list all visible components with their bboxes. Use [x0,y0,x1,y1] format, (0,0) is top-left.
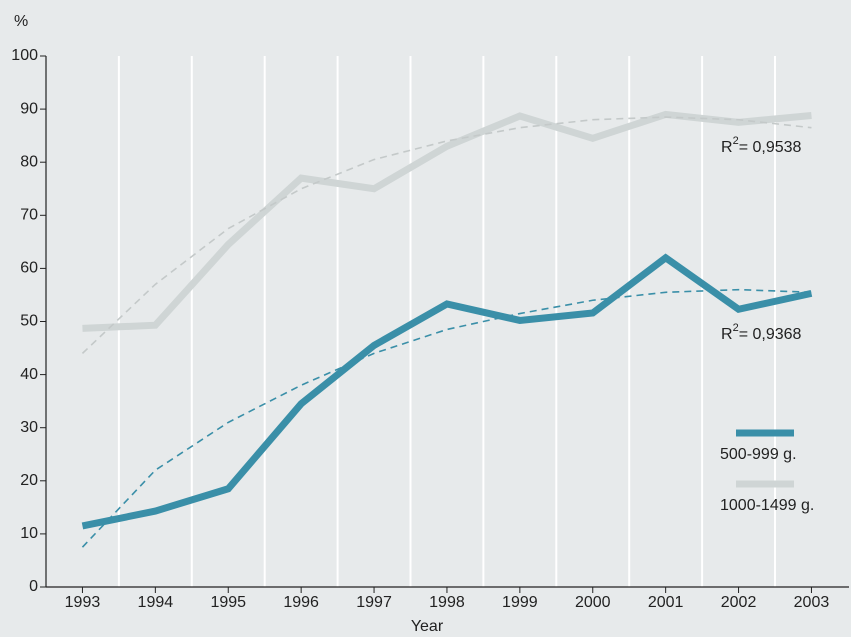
y-tick-label: 40 [20,366,38,383]
r2-label: R2= 0,9538 [721,135,802,156]
trend-line [81,116,812,354]
legend-label: 500-999 g. [720,446,797,463]
x-tick-label: 2001 [648,594,684,611]
x-axis-title: Year [411,618,444,635]
series-line [82,110,812,332]
x-tick-label: 2003 [794,594,830,611]
x-tick-label: 1994 [138,594,174,611]
trend-line [81,288,812,548]
x-tick-label: 1997 [356,594,392,611]
y-tick-label: 10 [20,525,38,542]
series-line [81,253,813,530]
y-tick-label: 0 [29,578,38,595]
r2-sup: 2 [733,135,739,147]
y-tick-label: 60 [20,260,38,277]
r2-text: = 0,9538 [739,139,802,156]
r2-base: R [721,326,733,343]
x-tick-label: 1995 [210,594,246,611]
y-tick-label: 70 [20,207,38,224]
y-tick-label: 50 [20,313,38,330]
y-unit-label: % [14,13,28,30]
legend-label: 1000-1499 g. [720,497,814,514]
x-tick-label: 1998 [429,594,465,611]
y-tick-label: 20 [20,472,38,489]
y-tick-label: 90 [20,100,38,117]
x-tick-label: 1993 [65,594,101,611]
y-tick-label: 30 [20,419,38,436]
x-tick-label: 1999 [502,594,538,611]
r2-sup: 2 [733,322,739,334]
x-tick-label: 2002 [721,594,757,611]
x-tick-label: 2000 [575,594,611,611]
x-tick-label: 1996 [283,594,319,611]
y-tick-label: 80 [20,153,38,170]
r2-base: R [721,139,733,156]
r2-label: R2= 0,9368 [721,322,802,343]
r2-text: = 0,9368 [739,326,802,343]
y-tick-label: 100 [11,47,38,64]
